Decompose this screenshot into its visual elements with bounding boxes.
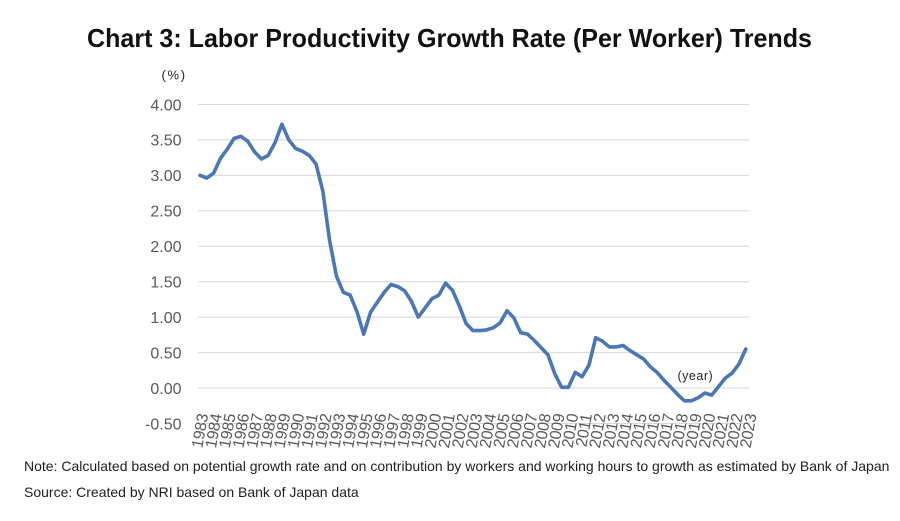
svg-text:2005: 2005 bbox=[491, 412, 514, 449]
svg-text:(year): (year) bbox=[678, 369, 714, 383]
svg-text:1983: 1983 bbox=[189, 412, 212, 449]
svg-text:1998: 1998 bbox=[395, 412, 418, 449]
svg-text:2015: 2015 bbox=[628, 412, 651, 449]
svg-text:(%): (%) bbox=[162, 67, 187, 82]
svg-text:2.00: 2.00 bbox=[150, 239, 181, 256]
svg-text:2020: 2020 bbox=[697, 412, 720, 449]
svg-text:1.00: 1.00 bbox=[150, 310, 181, 327]
svg-text:1988: 1988 bbox=[258, 412, 281, 449]
svg-text:2013: 2013 bbox=[601, 412, 624, 449]
svg-text:1993: 1993 bbox=[327, 412, 350, 449]
svg-text:0.50: 0.50 bbox=[150, 345, 181, 362]
svg-text:2006: 2006 bbox=[505, 412, 528, 449]
svg-text:2009: 2009 bbox=[546, 412, 569, 449]
svg-text:0.00: 0.00 bbox=[150, 381, 181, 398]
svg-text:1984: 1984 bbox=[203, 412, 226, 449]
svg-text:2018: 2018 bbox=[669, 412, 692, 449]
svg-text:2019: 2019 bbox=[683, 412, 706, 449]
svg-text:1996: 1996 bbox=[368, 412, 391, 449]
svg-text:2002: 2002 bbox=[450, 412, 473, 449]
svg-text:-0.50: -0.50 bbox=[145, 416, 182, 433]
svg-text:1990: 1990 bbox=[285, 412, 308, 449]
svg-text:2012: 2012 bbox=[587, 412, 610, 449]
svg-text:2016: 2016 bbox=[642, 412, 665, 449]
svg-text:2014: 2014 bbox=[614, 412, 637, 449]
svg-text:1987: 1987 bbox=[244, 412, 267, 449]
svg-text:1992: 1992 bbox=[313, 412, 336, 449]
svg-text:3.50: 3.50 bbox=[150, 133, 181, 150]
svg-text:2001: 2001 bbox=[436, 412, 459, 449]
svg-text:1.50: 1.50 bbox=[150, 275, 181, 292]
svg-text:1994: 1994 bbox=[340, 412, 363, 449]
svg-text:2017: 2017 bbox=[656, 412, 679, 449]
svg-text:2007: 2007 bbox=[518, 412, 541, 449]
svg-text:1997: 1997 bbox=[381, 412, 404, 449]
svg-text:4.00: 4.00 bbox=[150, 97, 181, 114]
svg-text:2011: 2011 bbox=[573, 412, 596, 448]
svg-text:1986: 1986 bbox=[231, 412, 254, 449]
svg-text:2.50: 2.50 bbox=[150, 204, 181, 221]
svg-text:1985: 1985 bbox=[217, 412, 240, 449]
svg-text:3.00: 3.00 bbox=[150, 168, 181, 185]
svg-text:1989: 1989 bbox=[272, 412, 295, 449]
svg-text:1995: 1995 bbox=[354, 412, 377, 449]
svg-text:2008: 2008 bbox=[532, 412, 555, 449]
svg-text:2022: 2022 bbox=[724, 412, 747, 449]
svg-text:2010: 2010 bbox=[560, 412, 583, 449]
svg-text:1999: 1999 bbox=[409, 412, 432, 449]
svg-text:2003: 2003 bbox=[464, 412, 487, 449]
svg-text:1991: 1991 bbox=[299, 412, 322, 449]
svg-text:2021: 2021 bbox=[710, 412, 733, 449]
svg-text:2004: 2004 bbox=[477, 412, 500, 449]
svg-text:2023: 2023 bbox=[738, 412, 761, 449]
svg-text:2000: 2000 bbox=[422, 412, 445, 449]
